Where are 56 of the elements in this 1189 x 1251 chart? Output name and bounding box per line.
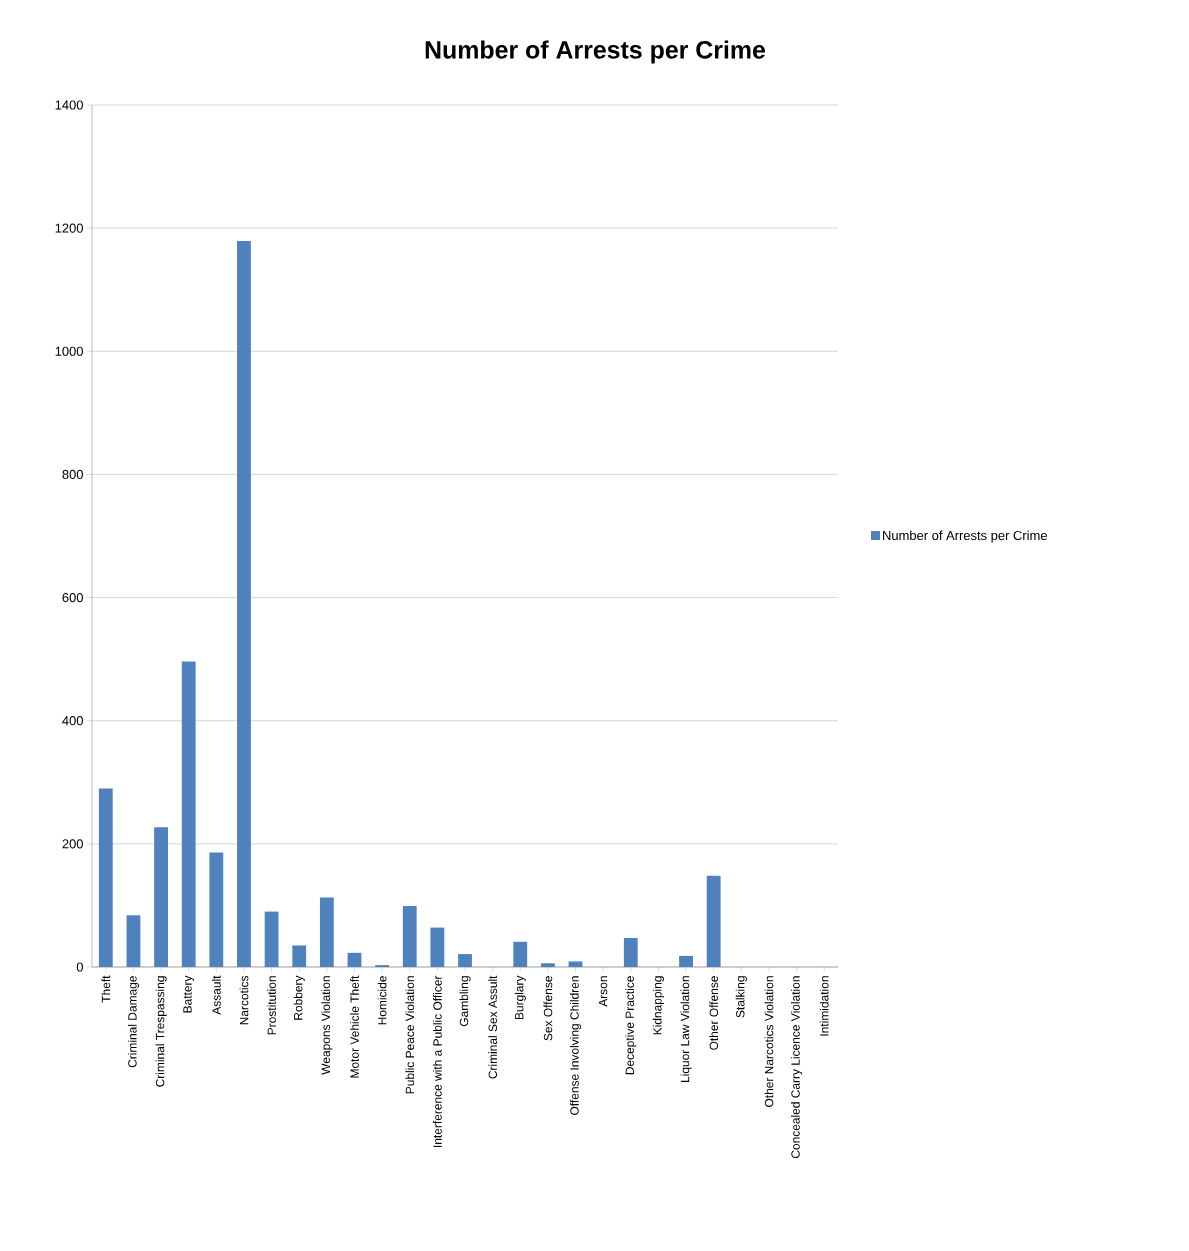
x-tick-label: Offense Involving Children [569, 976, 582, 1115]
x-tick-label: Sex Offense [543, 976, 553, 1041]
x-tick-label: Other Narcotics Violation [764, 976, 774, 1107]
y-tick-label: 1000 [55, 346, 83, 356]
bar [430, 927, 445, 967]
x-tick-label: Gambling [459, 976, 471, 1027]
x-tick-label: Theft [101, 975, 111, 1003]
bar [264, 911, 279, 967]
bar [237, 241, 251, 967]
bar [319, 897, 334, 967]
bar [154, 827, 168, 967]
bar [623, 938, 638, 967]
bar [181, 661, 196, 967]
x-tick-label: Robbery [293, 975, 305, 1020]
y-tick-label: 1400 [55, 100, 83, 110]
bar [458, 954, 472, 967]
x-tick-label: Criminal Sex Assult [488, 975, 498, 1079]
x-tick-label: Criminal Damage [127, 976, 140, 1068]
x-tick-label: Battery [183, 975, 195, 1013]
bar [679, 955, 693, 967]
bar [513, 941, 528, 967]
x-tick-label: Public Peace Violation [405, 976, 415, 1094]
legend-label: Number of Arrests per Crime [883, 530, 1047, 543]
y-tick-label: 0 [76, 962, 83, 972]
x-tick-label: Weapons Violation [321, 976, 333, 1075]
bar [98, 788, 113, 967]
y-tick-label: 600 [62, 592, 83, 603]
x-tick-label: Interference with a Public Officer [432, 975, 442, 1147]
x-tick-label: Prostitution [267, 976, 276, 1035]
x-tick-label: Arson [598, 976, 608, 1007]
x-tick-label: Assault [211, 975, 221, 1015]
y-tick-label: 800 [62, 469, 83, 479]
chart-title: Number of Arrests per Crime [425, 40, 766, 64]
x-tick-label: Stalking [735, 976, 747, 1018]
bar [568, 961, 583, 967]
x-tick-label: Narcotics [239, 975, 249, 1025]
bar [540, 963, 555, 967]
x-tick-label: Kidnapping [652, 976, 664, 1035]
x-tick-label: Burglary [514, 975, 526, 1020]
x-tick-label: Concealed Carry Licence Violation [791, 976, 803, 1159]
x-tick-label: Deceptive Practice [625, 976, 637, 1075]
y-tick-label: 200 [62, 839, 83, 849]
x-tick-label: Intimidation [819, 976, 829, 1036]
y-tick-label: 1200 [55, 223, 83, 233]
bar [347, 952, 362, 967]
y-tick-label: 400 [62, 716, 83, 726]
x-tick-label: Motor Vehicle Theft [350, 975, 359, 1078]
bar [402, 906, 417, 967]
bar [126, 915, 141, 967]
bar [706, 875, 721, 967]
x-tick-label: Criminal Trespassing [155, 976, 167, 1087]
bar [292, 945, 307, 967]
x-tick-label: Liquor Law Violation [680, 976, 692, 1082]
x-tick-label: Homicide [377, 976, 387, 1025]
bar [209, 852, 224, 967]
x-tick-label: Other Offense [709, 976, 719, 1050]
